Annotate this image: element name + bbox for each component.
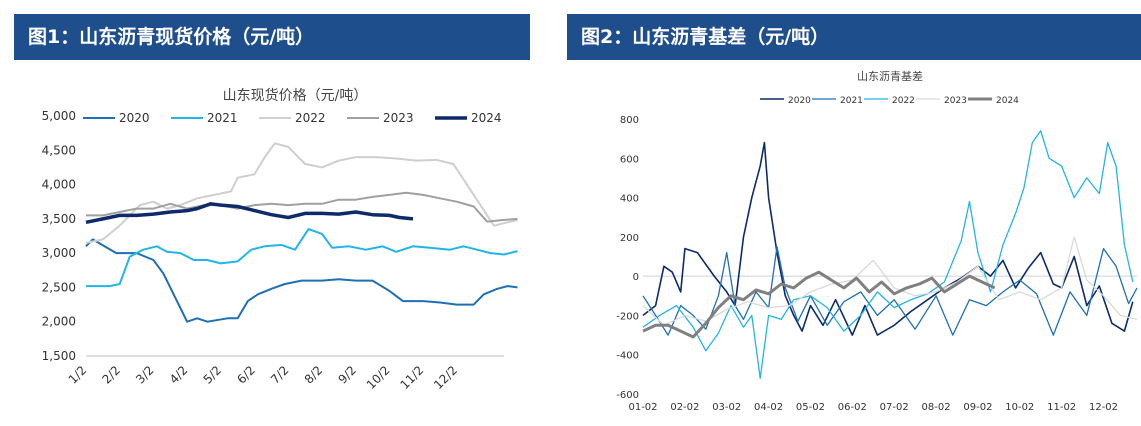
x-tick-label: 07-02: [880, 402, 909, 412]
series-line-2022: [642, 130, 1134, 379]
y-tick-label: 0: [633, 272, 639, 283]
x-tick-label: 6/2: [234, 363, 258, 387]
x-tick-label: 9/2: [335, 363, 359, 387]
chart-title: 山东现货价格（元/吨）: [223, 87, 368, 104]
series-line-2023: [642, 236, 1138, 326]
x-tick-label: 01-02: [628, 402, 657, 412]
y-tick-label: -400: [616, 351, 639, 362]
y-tick-label: 3,500: [42, 212, 76, 226]
legend-label-2022: 2022: [295, 111, 326, 125]
figure-1-banner: 图1：山东沥青现货价格（元/吨）: [14, 14, 530, 60]
y-tick-label: 1,500: [42, 349, 76, 363]
legend-label-2024: 2024: [471, 111, 502, 125]
figure-1-chart: 山东现货价格（元/吨） 2020 2021 2022 2023 2024 1,500 2,00…: [42, 87, 518, 392]
legend-label-2024: 2024: [996, 96, 1019, 106]
legend-label-2020: 2020: [119, 111, 150, 125]
y-tick-label: 3,000: [42, 246, 76, 260]
figure-1: 图1：山东沥青现货价格（元/吨） 山东现货价格（元/吨） 2020 2021 2022…: [14, 14, 530, 414]
series-line-2021: [642, 246, 1138, 336]
series-line-2021: [86, 228, 518, 288]
legend-label-2020: 2020: [788, 96, 811, 106]
y-tick-label: 2,000: [42, 315, 76, 329]
x-tick-label: 04-02: [754, 402, 783, 412]
legend-label-2021: 2021: [207, 111, 238, 125]
x-tick-label: 3/2: [133, 363, 157, 387]
figure-2-banner: 图2：山东沥青基差（元/吨）: [567, 14, 1141, 60]
y-tick-label: -200: [616, 311, 639, 322]
series-line-2022: [85, 142, 518, 244]
x-tick-label: 2/2: [99, 363, 123, 387]
x-tick-label: 06-02: [838, 402, 867, 412]
x-tick-label: 10/2: [364, 363, 393, 392]
x-tick-label: 09-02: [963, 402, 992, 412]
series-line-2024: [85, 202, 414, 225]
x-tick-label: 11-02: [1047, 402, 1076, 412]
x-tick-label: 7/2: [268, 363, 292, 387]
y-tick-label: -600: [616, 390, 639, 401]
legend-label-2021: 2021: [840, 96, 863, 106]
series-line-2020: [85, 238, 518, 323]
x-tick-label: 1/2: [66, 363, 90, 387]
chart-title: 山东沥青基差: [857, 69, 923, 83]
y-tick-label: 5,000: [42, 109, 76, 123]
y-tick-label: 600: [620, 154, 639, 165]
y-tick-label: 4,500: [42, 143, 76, 157]
x-tick-label: 08-02: [922, 402, 951, 412]
y-tick-label: 4,000: [42, 178, 76, 192]
x-tick-label: 5/2: [201, 363, 225, 387]
x-tick-label: 12/2: [431, 363, 460, 392]
x-tick-label: 4/2: [167, 363, 191, 387]
y-tick-label: 2,500: [42, 280, 76, 294]
legend-label-2022: 2022: [892, 96, 915, 106]
x-tick-label: 8/2: [302, 363, 326, 387]
x-tick-label: 03-02: [712, 402, 741, 412]
x-tick-label: 11/2: [397, 363, 426, 392]
x-tick-label: 12-02: [1089, 402, 1118, 412]
x-tick-label: 02-02: [670, 402, 699, 412]
x-tick-label: 05-02: [796, 402, 825, 412]
y-tick-label: 200: [620, 233, 639, 244]
series-line-2020: [642, 141, 1134, 336]
y-tick-label: 400: [620, 194, 639, 205]
legend-label-2023: 2023: [944, 96, 967, 106]
y-tick-label: 800: [620, 115, 639, 126]
legend-label-2023: 2023: [383, 111, 414, 125]
figure-2: 图2：山东沥青基差（元/吨） 山东沥青基差 2020 2021 2022 2023 202…: [567, 14, 1141, 414]
series-line-2024: [642, 270, 996, 339]
x-tick-label: 10-02: [1005, 402, 1034, 412]
series-line-2023: [86, 191, 518, 223]
